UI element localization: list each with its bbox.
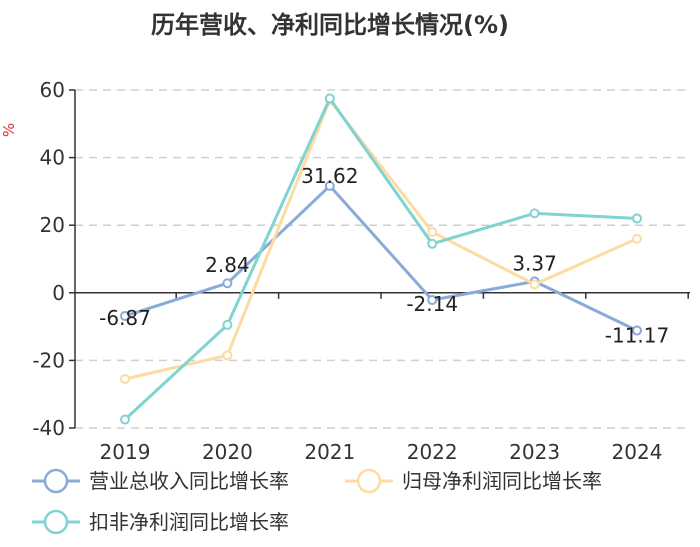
y-tick-label: 20 bbox=[40, 213, 65, 237]
data-point bbox=[427, 238, 438, 249]
y-tick-label: 60 bbox=[40, 78, 65, 102]
legend-label: 扣非净利润同比增长率 bbox=[89, 510, 289, 534]
y-tick-label: 0 bbox=[52, 281, 65, 305]
data-point bbox=[120, 373, 130, 384]
data-point bbox=[222, 350, 233, 361]
grid-lines bbox=[75, 89, 690, 429]
x-tick-label: 2024 bbox=[612, 440, 663, 464]
data-point bbox=[632, 213, 642, 224]
series-line bbox=[124, 184, 638, 332]
legend-label: 归母净利润同比增长率 bbox=[402, 469, 602, 493]
data-point bbox=[120, 311, 130, 322]
data-label: -6.87 bbox=[99, 306, 151, 330]
data-label: -2.14 bbox=[406, 292, 458, 316]
data-labels: -6.87 2.84 31.62 -2.14 3.37 -11.17 bbox=[99, 164, 669, 348]
legend-marker bbox=[43, 468, 69, 494]
data-label: 31.62 bbox=[301, 164, 358, 188]
series-line bbox=[123, 96, 638, 421]
legend-marker bbox=[356, 468, 382, 494]
data-point bbox=[427, 226, 438, 237]
data-point bbox=[632, 233, 642, 244]
data-point bbox=[427, 295, 438, 306]
data-point bbox=[120, 414, 130, 425]
data-point bbox=[222, 278, 233, 289]
data-point bbox=[529, 279, 540, 290]
data-point bbox=[324, 180, 335, 191]
chart-title: 历年营收、净利同比增长情况(%) bbox=[151, 11, 509, 39]
axes: -40 -20 0 20 40 60 2019 2020 2021 2022 2023 2024 bbox=[32, 78, 690, 464]
x-tick-label: 2023 bbox=[509, 440, 560, 464]
y-tick-label: -20 bbox=[32, 348, 65, 372]
x-tick-label: 2021 bbox=[304, 440, 355, 464]
y-axis-unit: % bbox=[0, 123, 18, 137]
y-tick-label: 40 bbox=[40, 146, 65, 170]
series-line bbox=[124, 98, 638, 381]
data-point bbox=[529, 208, 540, 219]
data-label: 2.84 bbox=[205, 253, 250, 277]
data-point bbox=[324, 93, 335, 104]
legend-marker bbox=[43, 509, 69, 535]
x-tick-label: 2022 bbox=[407, 440, 458, 464]
legend-label: 营业总收入同比增长率 bbox=[89, 469, 289, 493]
data-label: 3.37 bbox=[512, 251, 557, 275]
x-tick-label: 2019 bbox=[100, 440, 151, 464]
y-tick-label: -40 bbox=[32, 416, 65, 440]
x-tick-label: 2020 bbox=[202, 440, 253, 464]
data-point bbox=[222, 319, 233, 330]
data-point bbox=[632, 325, 642, 336]
data-label: -11.17 bbox=[605, 324, 669, 348]
series-lines bbox=[120, 93, 642, 425]
